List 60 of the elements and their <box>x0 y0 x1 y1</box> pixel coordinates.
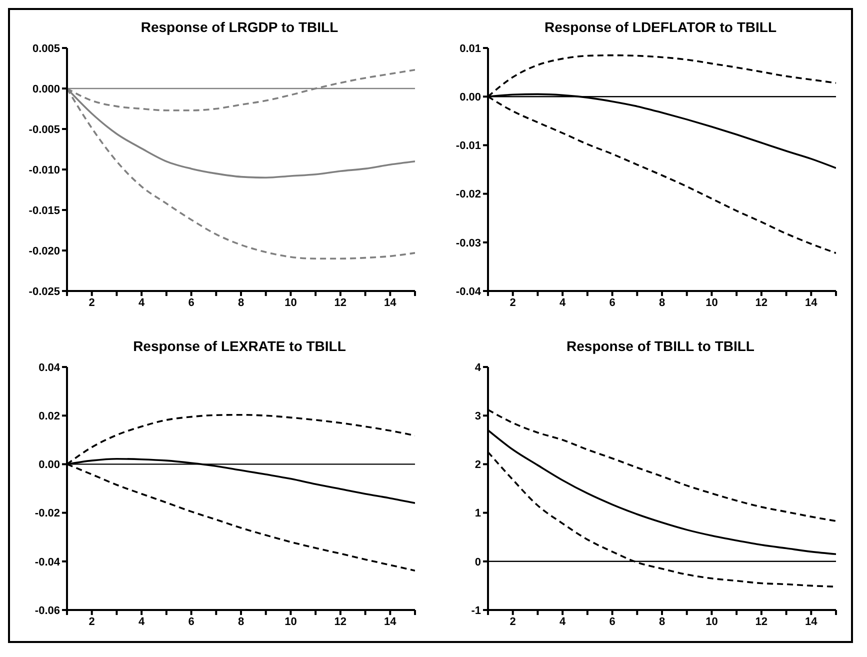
x-tick-label: 4 <box>560 615 567 628</box>
line-series <box>488 428 836 555</box>
x-tick-label: 14 <box>805 615 818 628</box>
y-tick-label: -1 <box>471 604 481 616</box>
x-tick-label: 12 <box>755 615 768 628</box>
x-tick-label: 2 <box>510 615 516 628</box>
x-tick-label: 14 <box>805 296 818 309</box>
x-tick-label: 6 <box>609 296 616 309</box>
y-tick-label: -0.04 <box>34 556 61 568</box>
x-tick-label: 8 <box>658 296 666 309</box>
y-tick-label: 4 <box>474 361 482 374</box>
x-tick-label: 6 <box>609 615 616 628</box>
y-tick-label: 0.01 <box>460 42 481 55</box>
x-tick-label: 14 <box>384 615 398 628</box>
y-tick-label: 0.005 <box>32 42 60 55</box>
y-tick-label: -0.010 <box>28 164 60 176</box>
y-tick-label: 3 <box>474 410 481 422</box>
x-tick-label: 2 <box>88 615 95 628</box>
x-tick-label: 14 <box>384 296 398 309</box>
x-tick-label: 10 <box>284 296 297 309</box>
x-tick-label: 10 <box>706 296 718 309</box>
y-tick-label: -0.015 <box>28 204 60 217</box>
y-tick-label: 0.04 <box>38 361 61 374</box>
x-tick-label: 4 <box>560 296 567 309</box>
x-tick-label: 6 <box>188 296 194 309</box>
x-tick-label: 8 <box>658 615 666 628</box>
y-tick-label: -0.005 <box>28 124 60 136</box>
y-tick-label: -0.01 <box>456 140 481 152</box>
y-tick-label: -0.020 <box>28 245 60 258</box>
y-tick-label: 0 <box>474 556 481 568</box>
chart-title: Response of TBILL to TBILL <box>566 336 756 356</box>
x-tick-label: 10 <box>284 615 297 628</box>
y-tick-label: 0.000 <box>32 83 60 96</box>
x-tick-label: 2 <box>88 296 95 309</box>
line-series <box>488 408 836 522</box>
x-tick-label: 8 <box>238 296 244 309</box>
y-tick-label: -0.02 <box>34 507 60 520</box>
y-tick-label: 0.00 <box>460 92 481 104</box>
x-tick-label: 6 <box>188 615 194 628</box>
y-tick-label: 2 <box>474 458 481 471</box>
chart-title: Response of LEXRATE to TBILL <box>132 336 347 356</box>
y-tick-label: -0.04 <box>456 286 482 298</box>
y-tick-label: 0.00 <box>38 458 60 471</box>
y-tick-label: 1 <box>474 507 481 520</box>
page-frame: Response of LRGDP to TBILL 2 4 6 8 10 12 14 0.005 0.000 -0.005 -0.010 -0.015 -0.020 -0.025 Response of LDEFLATOR to TBILL 2 4 6 8 10 12 14 0.01 0.00 -0.01 -0.02 -0.03 -0.04 Response of LEXRATE to TBILL 2 4 6 8 10 12 14 0.04 0.02 0.00 -0.02 -0.04 -0.06 Response of TBILL to TBILL 2 4 6 8 10 12 14 4 3 2 1 0 -1 <box>8 8 853 643</box>
y-tick-label: -0.02 <box>456 188 481 201</box>
x-tick-label: 12 <box>334 296 347 309</box>
chart-title: Response of LRGDP to TBILL <box>140 18 340 37</box>
x-tick-label: 8 <box>238 615 244 628</box>
y-tick-label: -0.06 <box>34 604 60 616</box>
y-tick-label: 0.02 <box>38 410 60 422</box>
x-tick-label: 12 <box>334 615 347 628</box>
x-tick-label: 12 <box>755 296 768 309</box>
chart-title: Response of LDEFLATOR to TBILL <box>543 18 778 37</box>
y-tick-label: -0.025 <box>28 286 60 298</box>
x-tick-label: 2 <box>510 296 516 309</box>
x-tick-label: 4 <box>138 615 146 628</box>
x-tick-label: 10 <box>706 615 718 628</box>
y-tick-label: -0.03 <box>456 237 481 250</box>
x-tick-label: 4 <box>138 296 146 309</box>
